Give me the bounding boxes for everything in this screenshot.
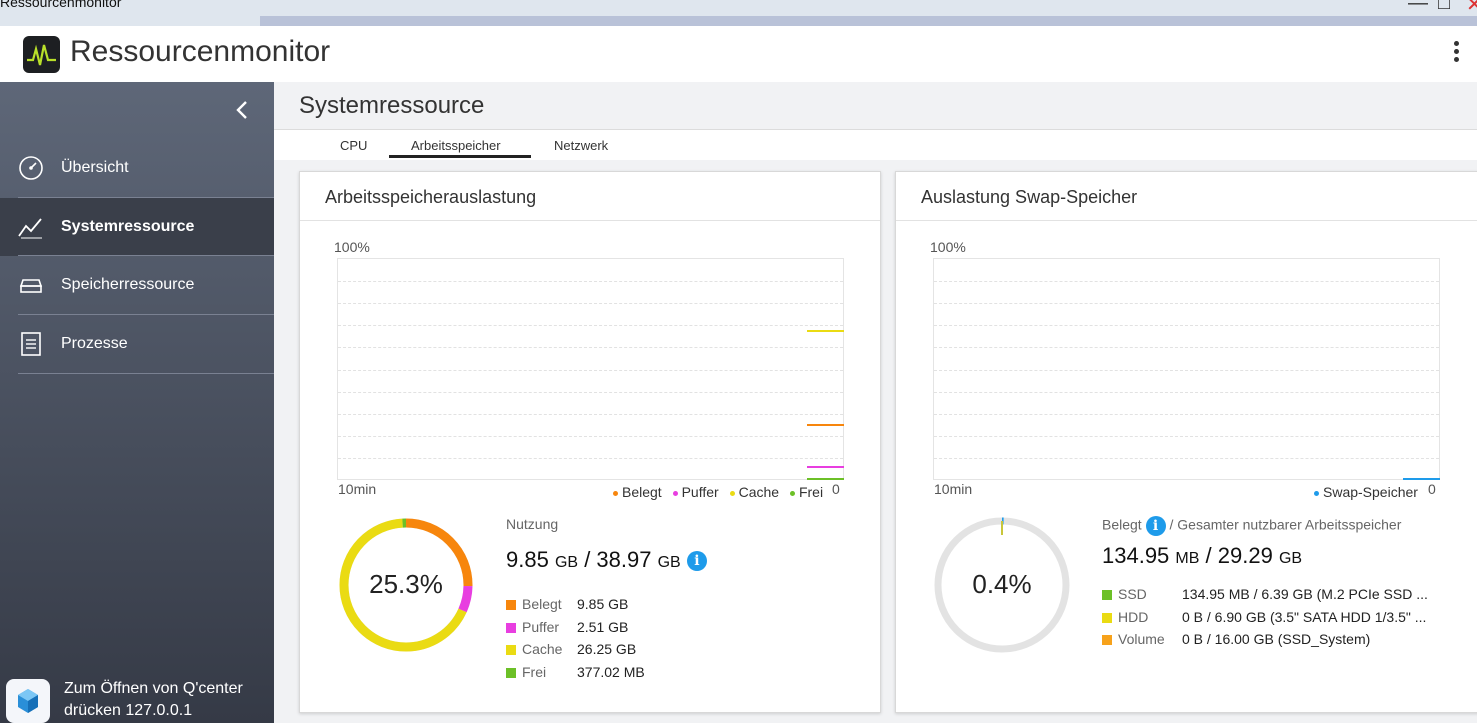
sidebar-item-label: Speicherressource (61, 276, 195, 293)
qcenter-line1: Zum Öffnen von Q'center (64, 680, 243, 697)
swap-usage-value: 134.95 MB / 29.29 GB (1102, 543, 1303, 568)
qcenter-shortcut[interactable]: Zum Öffnen von Q'center drücken 127.0.0.… (0, 670, 274, 723)
list-item: SSD 134.95 MB / 6.39 GB (M.2 PCIe SSD ... (1102, 586, 1452, 609)
info-icon[interactable]: i (1145, 516, 1166, 536)
legend-item-swap: Swap-Speicher (1314, 484, 1418, 500)
swap-usage-caption: Belegt i / Gesamter nutzbarer Arbeitsspe… (1102, 516, 1402, 536)
donut-segment-frei (339, 518, 473, 652)
tab-cpu[interactable]: CPU (340, 138, 368, 153)
memory-usage-percent: 25.3% (369, 569, 443, 599)
memory-chart-plot (337, 258, 844, 480)
legend-item-cache: Cache (729, 484, 779, 500)
page-title: Systemressource (299, 92, 485, 119)
tab-arbeitsspeicher[interactable]: Arbeitsspeicher (411, 138, 501, 153)
card-title: Arbeitsspeicherauslastung (325, 187, 537, 207)
x-axis-right-label: 0 (832, 481, 840, 497)
window-titlebar: Ressourcenmonitor — □ ✕ (0, 0, 1477, 26)
line-chart-icon (18, 214, 44, 240)
active-tab-indicator (389, 155, 531, 158)
sidebar-divider (18, 314, 274, 315)
series-mark-swap-speicher (1403, 478, 1440, 480)
legend-item-puffer: Puffer (672, 484, 719, 500)
sidebar-item-speicherressource[interactable]: Speicherressource (0, 256, 274, 314)
memory-usage-donut (339, 518, 473, 652)
series-mark-belegt (807, 423, 844, 426)
sidebar-divider (18, 255, 274, 256)
x-axis-left-label: 10min (934, 481, 973, 497)
swap-chart-legend: Swap-Speicher (1307, 484, 1418, 500)
swap-usage-card: Auslastung Swap-Speicher 100% 10min Swap… (895, 171, 1477, 713)
series-mark-cache (807, 330, 844, 333)
list-item: Belegt 9.85 GB (506, 596, 806, 619)
sidebar-divider (18, 373, 274, 374)
info-icon[interactable]: i (686, 551, 707, 572)
sidebar-item-uebersicht[interactable]: Übersicht (0, 139, 274, 197)
sidebar-divider (18, 197, 274, 198)
x-axis-left-label: 10min (338, 481, 377, 497)
sidebar-item-label: Systemressource (61, 218, 195, 235)
memory-chart-legend: Belegt Puffer Cache Frei (606, 484, 823, 500)
close-icon[interactable]: ✕ (1466, 0, 1477, 16)
y-axis-top-label: 100% (930, 239, 966, 255)
card-divider (896, 220, 1477, 221)
y-axis-top-label: 100% (334, 239, 370, 255)
donut-segment-cache (339, 518, 473, 652)
usage-label: Nutzung (506, 516, 559, 532)
sidebar-item-systemressource[interactable]: Systemressource (0, 198, 274, 256)
qcenter-cube-icon (6, 679, 50, 723)
app-header: Ressourcenmonitor (0, 26, 1477, 82)
memory-breakdown-list: Belegt 9.85 GB Puffer 2.51 GB Cache 26.25 G… (506, 596, 806, 686)
card-divider (300, 220, 880, 221)
memory-usage-value: 9.85 GB / 38.97 GB i (506, 547, 707, 573)
sidebar-item-label: Prozesse (61, 335, 128, 352)
list-item: Volume 0 B / 16.00 GB (SSD_System) (1102, 631, 1452, 654)
series-mark-puffer (807, 465, 844, 468)
series-mark-frei (807, 477, 844, 480)
swap-usage-percent: 0.4% (972, 569, 1032, 599)
app-title: Ressourcenmonitor (70, 35, 331, 68)
window-title: Ressourcenmonitor (0, 0, 122, 10)
list-icon (18, 331, 44, 357)
maximize-icon[interactable]: □ (1438, 0, 1451, 14)
sidebar: Übersicht Systemressource Speicherressou… (0, 82, 274, 723)
swap-chart-plot (933, 258, 1440, 480)
gauge-icon (18, 155, 44, 181)
minimize-icon[interactable]: — (1408, 0, 1428, 14)
legend-item-frei: Frei (789, 484, 823, 500)
list-item: Cache 26.25 GB (506, 641, 806, 664)
card-title: Auslastung Swap-Speicher (921, 187, 1138, 207)
collapse-sidebar-icon[interactable] (230, 96, 256, 124)
list-item: Frei 377.02 MB (506, 664, 806, 687)
resource-monitor-logo-icon (23, 36, 60, 73)
tab-bar: CPU Arbeitsspeicher Netzwerk (274, 129, 1477, 160)
qcenter-line2: drücken 127.0.0.1 (64, 702, 193, 719)
more-options-icon[interactable] (1446, 38, 1466, 68)
list-item: HDD 0 B / 6.90 GB (3.5" SATA HDD 1/3.5" .… (1102, 609, 1452, 632)
swap-usage-donut (934, 517, 1070, 653)
legend-item-belegt: Belegt (613, 484, 662, 500)
swap-device-list: SSD 134.95 MB / 6.39 GB (M.2 PCIe SSD ...… (1102, 586, 1452, 654)
titlebar-background-strip (260, 16, 1477, 26)
sidebar-item-label: Übersicht (61, 159, 129, 176)
sidebar-item-prozesse[interactable]: Prozesse (0, 315, 274, 373)
list-item: Puffer 2.51 GB (506, 619, 806, 642)
storage-icon (18, 272, 44, 298)
x-axis-right-label: 0 (1428, 481, 1436, 497)
tab-netzwerk[interactable]: Netzwerk (554, 138, 609, 153)
memory-usage-card: Arbeitsspeicherauslastung 100% 10min Bel… (299, 171, 881, 713)
